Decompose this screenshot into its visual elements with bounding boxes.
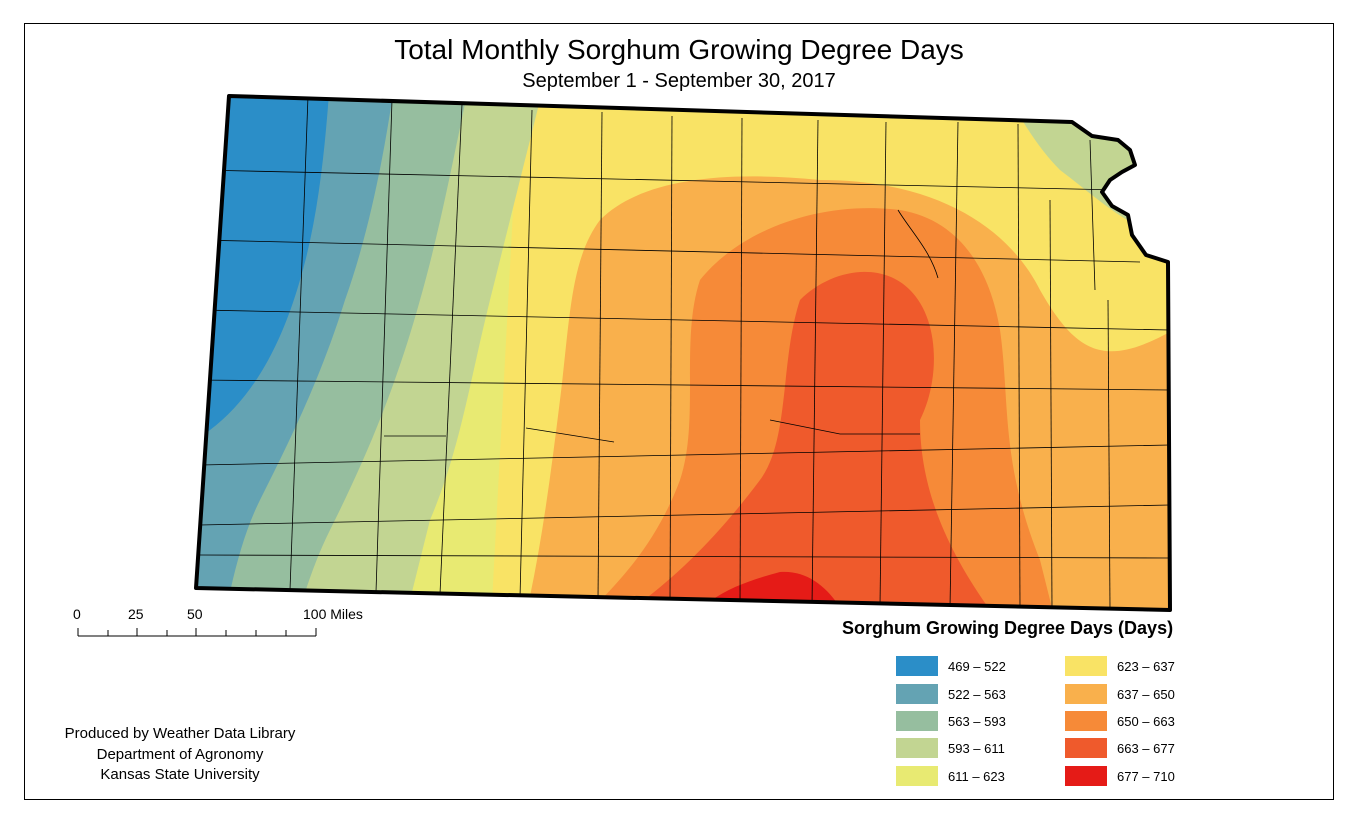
zone-663-677 — [580, 271, 1000, 610]
legend-label: 563 – 593 — [948, 713, 1006, 729]
credit-line-1: Produced by Weather Data Library — [64, 725, 296, 742]
legend-swatch — [896, 766, 938, 786]
legend-swatch — [896, 684, 938, 704]
gdd-zones — [196, 96, 1170, 610]
legend-label: 650 – 663 — [1117, 713, 1175, 729]
map-subtitle: September 1 - September 30, 2017 — [522, 70, 836, 92]
legend-label: 593 – 611 — [948, 740, 1005, 756]
legend-title: Sorghum Growing Degree Days (Days) — [842, 618, 1174, 638]
legend-swatch — [1065, 684, 1107, 704]
legend-item-8: 650 – 663 — [1065, 711, 1175, 731]
legend-swatch — [1065, 766, 1107, 786]
credit-line-3: Kansas State University — [100, 766, 260, 783]
legend-item-6: 623 – 637 — [1065, 656, 1175, 676]
scale-label-0: 0 — [73, 606, 81, 622]
legend-label: 611 – 623 — [948, 768, 1005, 784]
map-frame — [24, 23, 1334, 800]
legend-label: 623 – 637 — [1117, 658, 1175, 674]
scale-label-25: 25 — [128, 606, 144, 622]
legend-item-9: 663 – 677 — [1065, 738, 1175, 758]
map-title: Total Monthly Sorghum Growing Degree Day… — [394, 34, 964, 65]
scale-label-100-miles: 100 Miles — [303, 606, 363, 622]
legend-label: 522 – 563 — [948, 686, 1006, 702]
legend-item-5: 611 – 623 — [896, 766, 1005, 786]
legend-swatch — [1065, 738, 1107, 758]
credit-line-2: Department of Agronomy — [96, 746, 264, 763]
legend-swatch — [1065, 656, 1107, 676]
legend-label: 469 – 522 — [948, 658, 1006, 674]
county-lines — [199, 96, 1170, 609]
legend-label: 637 – 650 — [1117, 686, 1175, 702]
legend-item-2: 522 – 563 — [896, 684, 1006, 704]
legend-swatch — [896, 738, 938, 758]
legend-label: 677 – 710 — [1117, 768, 1175, 784]
legend-item-4: 593 – 611 — [896, 738, 1005, 758]
legend-label: 663 – 677 — [1117, 740, 1175, 756]
legend-item-10: 677 – 710 — [1065, 766, 1175, 786]
legend-swatch — [1065, 711, 1107, 731]
legend-swatch — [896, 711, 938, 731]
legend-item-3: 563 – 593 — [896, 711, 1006, 731]
legend-item-7: 637 – 650 — [1065, 684, 1175, 704]
scale-bar — [77, 628, 317, 637]
scale-label-50: 50 — [187, 606, 203, 622]
legend-item-1: 469 – 522 — [896, 656, 1006, 676]
legend-swatch — [896, 656, 938, 676]
kansas-border — [194, 94, 1172, 612]
